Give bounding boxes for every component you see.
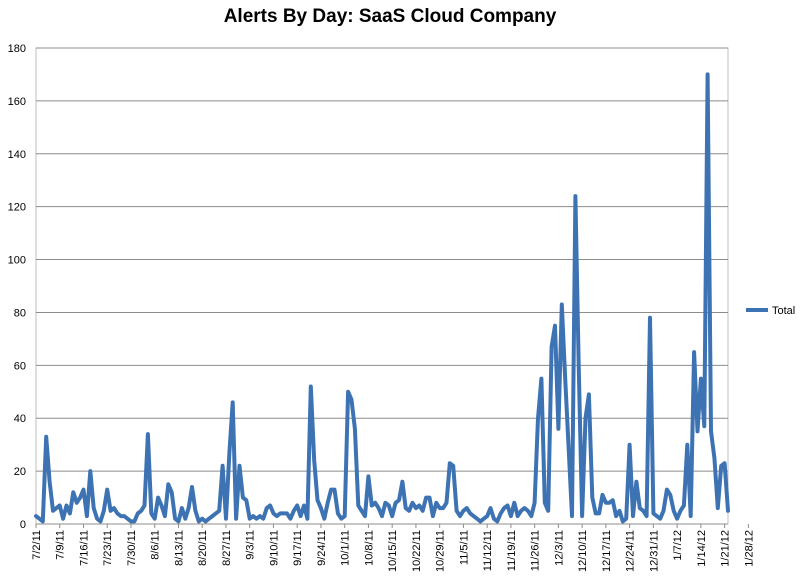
x-tick-label: 1/7/12	[672, 530, 684, 561]
x-tick-label: 8/20/11	[197, 530, 209, 566]
x-tick-label: 12/31/11	[648, 530, 660, 572]
gridlines	[35, 47, 729, 525]
y-tick-label: 40	[14, 413, 26, 425]
y-tick-label: 80	[14, 307, 26, 319]
x-tick-label: 9/17/11	[292, 530, 304, 566]
x-tick-label: 7/23/11	[102, 530, 114, 566]
x-tick-label: 10/8/11	[363, 530, 375, 566]
legend: Total	[746, 305, 795, 317]
x-tick-label: 12/3/11	[553, 530, 565, 566]
x-tick-label: 7/30/11	[126, 530, 138, 566]
x-tick-label: 11/19/11	[506, 530, 518, 571]
x-tick-label: 7/2/11	[31, 530, 43, 560]
chart-title: Alerts By Day: SaaS Cloud Company	[223, 6, 557, 27]
y-tick-label: 160	[8, 96, 26, 108]
y-tick-label: 60	[14, 360, 26, 372]
x-tick-label: 8/6/11	[150, 530, 162, 560]
y-tick-label: 0	[20, 519, 26, 531]
y-axis-ticks: 0 20 40 60 80 100 120 140 160 180	[8, 43, 26, 531]
x-tick-label: 11/5/11	[458, 530, 470, 565]
x-tick-label: 1/21/12	[720, 530, 732, 567]
x-tick-label: 1/28/12	[743, 530, 755, 567]
x-tick-label: 11/12/11	[482, 530, 494, 571]
x-tick-label: 11/26/11	[530, 530, 542, 571]
x-tick-label: 9/24/11	[316, 530, 328, 566]
x-tick-label: 10/29/11	[435, 530, 447, 572]
x-tick-label: 12/17/11	[601, 530, 613, 572]
x-tick-label: 8/13/11	[173, 530, 185, 566]
y-tick-label: 100	[8, 255, 26, 267]
series-layer	[34, 72, 730, 524]
x-tick-label: 7/16/11	[78, 530, 90, 566]
x-tick-label: 8/27/11	[221, 530, 233, 566]
x-tick-label: 1/14/12	[696, 530, 708, 567]
x-tick-label: 10/22/11	[411, 530, 423, 572]
legend-label-total: Total	[772, 305, 795, 317]
x-tick-label: 9/3/11	[245, 530, 257, 560]
x-tick-label: 9/10/11	[268, 530, 280, 566]
x-tick-label: 10/15/11	[387, 530, 399, 572]
y-tick-label: 180	[8, 43, 26, 55]
plot-area	[35, 47, 729, 525]
y-tick-label: 140	[8, 149, 26, 161]
x-tick-label: 10/1/11	[340, 530, 352, 566]
x-axis-ticks: 7/2/11 7/9/11 7/16/11 7/23/11 7/30/11 8/6/11 8…	[31, 524, 755, 572]
y-tick-label: 120	[8, 202, 26, 214]
y-tick-label: 20	[14, 466, 26, 478]
x-tick-label: 12/10/11	[577, 530, 589, 572]
series-line-total	[34, 72, 730, 524]
x-tick-label: 7/9/11	[55, 530, 67, 560]
x-tick-label: 12/24/11	[625, 530, 637, 572]
